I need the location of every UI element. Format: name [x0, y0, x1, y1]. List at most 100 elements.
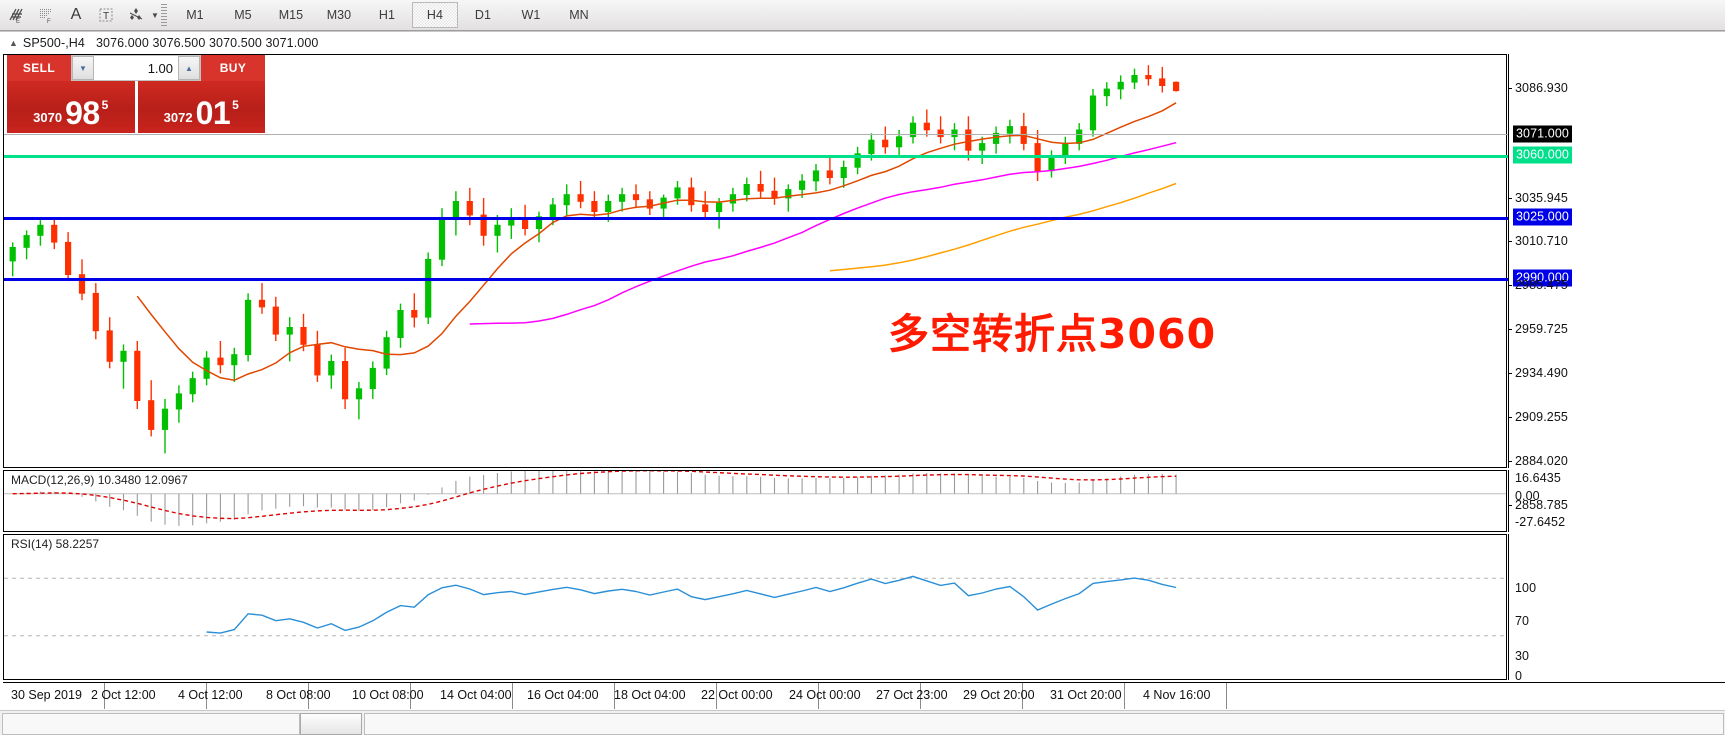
time-label: 18 Oct 04:00: [614, 688, 686, 702]
time-tick: [920, 683, 921, 709]
price-axis[interactable]: 3086.930 3071.000 3060.000 3035.945 3025.000…: [1508, 54, 1725, 683]
svg-text:T: T: [103, 11, 109, 22]
price-label-2959-725: 2959.725: [1515, 322, 1568, 336]
price-label-3010-710: 3010.710: [1515, 234, 1568, 248]
price-tick: [1508, 329, 1512, 330]
price-label-2884-020: 2884.020: [1515, 454, 1568, 468]
timeframe-w1[interactable]: W1: [521, 8, 541, 22]
timeframe-h1[interactable]: H1: [378, 8, 395, 22]
time-label: 10 Oct 08:00: [352, 688, 424, 702]
timeframe-m30[interactable]: M30: [326, 8, 352, 22]
axis-line: [1508, 470, 1509, 532]
time-tick: [410, 683, 411, 709]
support-line-3025[interactable]: [4, 217, 1508, 220]
time-tick: [818, 683, 819, 709]
scrollbar-left-track[interactable]: [2, 713, 300, 735]
time-label: 16 Oct 04:00: [527, 688, 599, 702]
candlestick-canvas: [9, 65, 1180, 454]
objects-icon[interactable]: [122, 2, 150, 28]
buy-price-button[interactable]: 3072 01 5: [137, 81, 265, 133]
price-tick: [1508, 505, 1512, 506]
timeframe-h4[interactable]: H4: [411, 2, 458, 28]
time-tick: [1226, 683, 1227, 709]
scrollbar-right-track[interactable]: [364, 713, 1724, 735]
horizontal-scrollbar[interactable]: [0, 710, 1725, 735]
scrollbar-thumb[interactable]: [300, 713, 362, 735]
price-tick: [1508, 417, 1512, 418]
oct-header-row: SELL ▼ 1.00 ▲ BUY: [7, 55, 265, 81]
last-price-line[interactable]: [4, 134, 1508, 135]
price-label-2934-490: 2934.490: [1515, 366, 1568, 380]
price-label-3025-000[interactable]: 3025.000: [1513, 208, 1572, 226]
time-tick: [1124, 683, 1125, 709]
svg-text:F: F: [47, 19, 51, 24]
rsi-axis-label: 30: [1515, 649, 1530, 663]
indicators-icon[interactable]: E: [2, 2, 30, 28]
timeframe-d1[interactable]: D1: [474, 8, 491, 22]
time-label: 31 Oct 20:00: [1050, 688, 1122, 702]
main-toolbar: E F A T ▼ M1 M5 M15 M30 H1 H4 D1 W1 MN: [0, 0, 1725, 31]
ask-big-figure: 3072: [163, 110, 193, 125]
time-tick: [308, 683, 309, 709]
price-label-2985-475: 2985.475: [1515, 278, 1568, 292]
volume-stepper[interactable]: ▼ 1.00 ▲: [71, 55, 201, 81]
price-tick: [1508, 461, 1512, 462]
bid-pips: 98: [65, 94, 100, 131]
price-label-2990-000[interactable]: 2990.000: [1513, 269, 1572, 287]
price-tick: [1508, 88, 1512, 89]
rsi-axis-label: 100: [1515, 581, 1537, 595]
volume-increase-button[interactable]: ▲: [178, 56, 200, 80]
time-tick: [206, 683, 207, 709]
macd-pane[interactable]: MACD(12,26,9) 10.3480 12.0967: [3, 470, 1507, 532]
timeframe-m5[interactable]: M5: [234, 8, 252, 22]
objects-dropdown-caret-icon[interactable]: ▼: [151, 10, 159, 20]
macd-label: MACD(12,26,9) 10.3480 12.0967: [9, 473, 190, 487]
ask-pips: 01: [195, 94, 231, 131]
support-line-2990[interactable]: [4, 278, 1508, 281]
price-label-3035-945: 3035.945: [1515, 191, 1568, 205]
time-axis[interactable]: 30 Sep 2019 2 Oct 12:00 4 Oct 12:00 8 Oct 0…: [3, 682, 1725, 709]
price-label-2858-785: 2858.785: [1515, 498, 1568, 512]
collapse-arrow-icon[interactable]: ▲: [9, 38, 18, 48]
time-label: 29 Oct 20:00: [963, 688, 1035, 702]
text-label-icon[interactable]: A: [70, 6, 82, 23]
support-line-3060[interactable]: [4, 155, 1508, 158]
ask-fraction: 5: [232, 98, 239, 112]
time-tick: [512, 683, 513, 709]
ohlc-values: 3076.000 3076.500 3070.500 3071.000: [95, 36, 319, 50]
sell-price-button[interactable]: 3070 98 5: [7, 81, 135, 133]
time-label: 14 Oct 04:00: [440, 688, 512, 702]
time-label: 8 Oct 08:00: [266, 688, 331, 702]
macd-axis-label: 0.00: [1515, 489, 1540, 503]
price-tick: [1508, 373, 1512, 374]
one-click-trading-panel[interactable]: SELL ▼ 1.00 ▲ BUY 3070 98 5 3072 01 5: [7, 55, 265, 133]
rsi-pane[interactable]: RSI(14) 58.2257: [3, 534, 1507, 680]
price-tick: [1508, 241, 1512, 242]
svg-text:E: E: [16, 19, 20, 24]
text-box-icon[interactable]: T: [92, 2, 120, 28]
time-label: 24 Oct 00:00: [789, 688, 861, 702]
axis-line: [1508, 534, 1509, 680]
volume-input[interactable]: 1.00: [94, 56, 178, 80]
macd-canvas: [4, 471, 1506, 526]
price-label-3086-930: 3086.930: [1515, 81, 1568, 95]
time-label: 22 Oct 00:00: [701, 688, 773, 702]
volume-decrease-button[interactable]: ▼: [72, 56, 94, 80]
crosshair-grid-icon[interactable]: F: [32, 2, 60, 28]
timeframe-mn[interactable]: MN: [569, 8, 589, 22]
timeframe-m1[interactable]: M1: [186, 8, 204, 22]
price-label-2909-255: 2909.255: [1515, 410, 1568, 424]
timeframe-m15[interactable]: M15: [278, 8, 304, 22]
buy-tab[interactable]: BUY: [201, 55, 265, 81]
time-tick: [614, 683, 615, 709]
time-tick: [104, 683, 105, 709]
time-label: 30 Sep 2019: [11, 688, 82, 702]
time-label: 2 Oct 12:00: [91, 688, 156, 702]
oct-price-row: 3070 98 5 3072 01 5: [7, 81, 265, 133]
sell-tab[interactable]: SELL: [7, 55, 71, 81]
rsi-canvas: [4, 575, 1506, 637]
axis-line: [1508, 54, 1509, 468]
price-label-3060-000[interactable]: 3060.000: [1513, 146, 1572, 164]
bid-big-figure: 3070: [33, 110, 63, 125]
price-label-3071-000[interactable]: 3071.000: [1513, 125, 1572, 143]
